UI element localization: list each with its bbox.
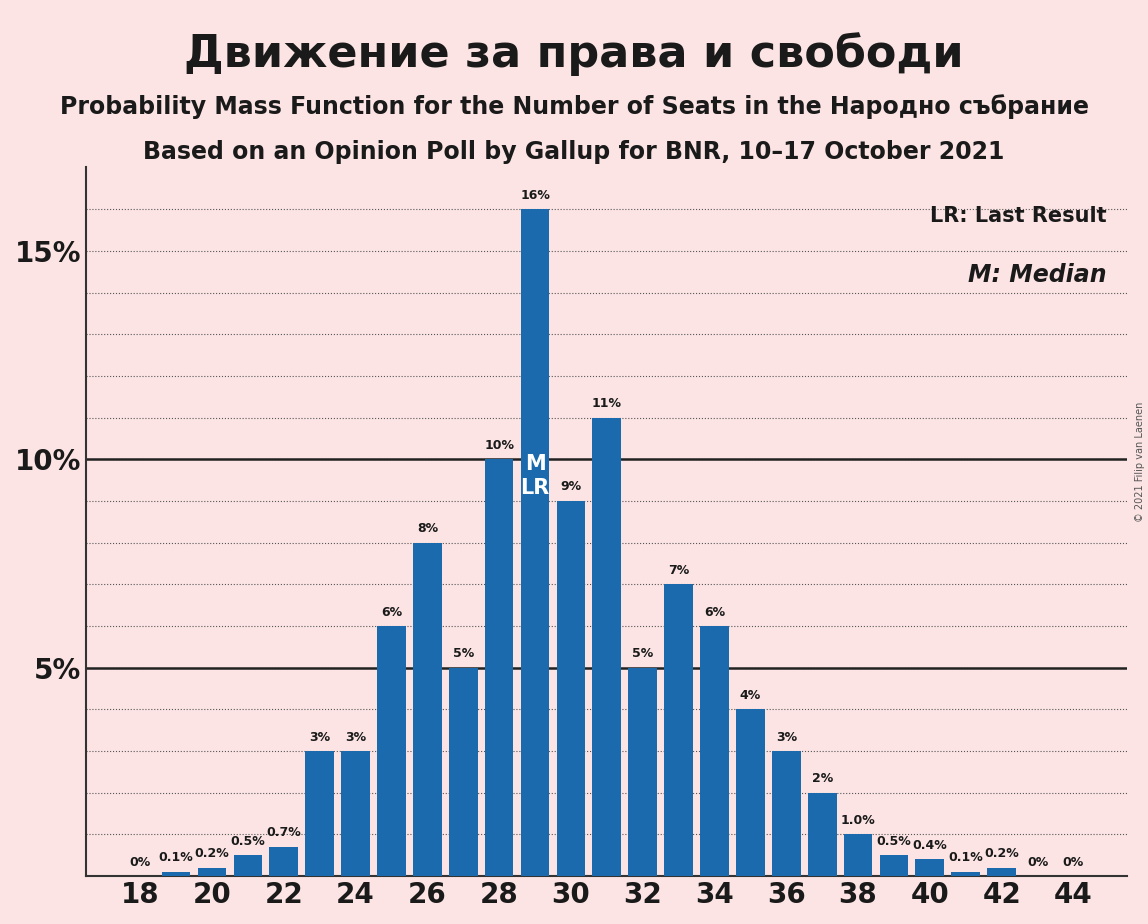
Text: 0.2%: 0.2% xyxy=(984,847,1019,860)
Bar xyxy=(162,872,191,876)
Text: 5%: 5% xyxy=(633,647,653,661)
Bar xyxy=(700,626,729,876)
Text: M
LR: M LR xyxy=(520,455,550,497)
Text: 0.1%: 0.1% xyxy=(948,852,983,865)
Text: 8%: 8% xyxy=(417,522,437,535)
Text: 0%: 0% xyxy=(130,856,150,869)
Text: 0.1%: 0.1% xyxy=(158,852,194,865)
Text: 0%: 0% xyxy=(1027,856,1048,869)
Text: Probability Mass Function for the Number of Seats in the Народно събрание: Probability Mass Function for the Number… xyxy=(60,94,1088,119)
Text: © 2021 Filip van Laenen: © 2021 Filip van Laenen xyxy=(1135,402,1145,522)
Text: 0.5%: 0.5% xyxy=(231,834,265,848)
Text: Based on an Opinion Poll by Gallup for BNR, 10–17 October 2021: Based on an Opinion Poll by Gallup for B… xyxy=(144,140,1004,164)
Bar xyxy=(270,847,298,876)
Text: 0.2%: 0.2% xyxy=(195,847,230,860)
Text: 3%: 3% xyxy=(309,731,331,744)
Bar xyxy=(197,868,226,876)
Text: LR: Last Result: LR: Last Result xyxy=(930,206,1107,226)
Bar xyxy=(449,668,478,876)
Text: 1.0%: 1.0% xyxy=(840,814,876,827)
Text: 4%: 4% xyxy=(739,689,761,702)
Text: 10%: 10% xyxy=(484,439,514,452)
Bar xyxy=(808,793,837,876)
Bar xyxy=(305,751,334,876)
Text: 2%: 2% xyxy=(812,772,832,785)
Bar xyxy=(952,872,980,876)
Bar xyxy=(413,542,442,876)
Bar xyxy=(233,856,262,876)
Text: 0.7%: 0.7% xyxy=(266,826,301,840)
Text: 0%: 0% xyxy=(1063,856,1084,869)
Bar xyxy=(736,710,765,876)
Bar xyxy=(592,418,621,876)
Bar xyxy=(771,751,800,876)
Text: 6%: 6% xyxy=(704,605,726,618)
Bar xyxy=(341,751,370,876)
Text: M: Median: M: Median xyxy=(968,263,1107,287)
Bar xyxy=(987,868,1016,876)
Text: 7%: 7% xyxy=(668,564,689,577)
Text: 0.5%: 0.5% xyxy=(877,834,912,848)
Text: 16%: 16% xyxy=(520,188,550,201)
Text: 5%: 5% xyxy=(452,647,474,661)
Bar xyxy=(377,626,405,876)
Text: 9%: 9% xyxy=(560,480,582,493)
Bar xyxy=(665,584,693,876)
Bar xyxy=(628,668,657,876)
Text: 3%: 3% xyxy=(346,731,366,744)
Text: 0.4%: 0.4% xyxy=(913,839,947,852)
Bar xyxy=(879,856,908,876)
Bar xyxy=(484,459,513,876)
Text: 11%: 11% xyxy=(592,397,622,410)
Bar xyxy=(521,209,550,876)
Bar xyxy=(557,501,585,876)
Bar xyxy=(844,834,872,876)
Bar xyxy=(915,859,944,876)
Text: 3%: 3% xyxy=(776,731,797,744)
Text: 6%: 6% xyxy=(381,605,402,618)
Text: Движение за права и свободи: Движение за права и свободи xyxy=(184,32,964,76)
